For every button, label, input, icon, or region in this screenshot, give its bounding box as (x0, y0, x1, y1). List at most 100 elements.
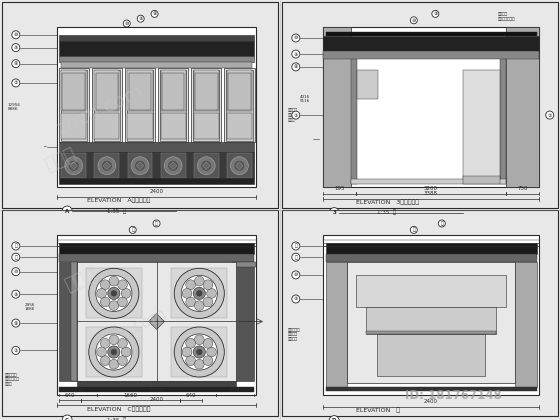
Text: ⑨: ⑨ (293, 297, 298, 302)
Text: ⑦: ⑦ (293, 113, 298, 118)
Text: C: C (65, 417, 69, 420)
Circle shape (182, 347, 192, 357)
Text: ⑪: ⑪ (15, 255, 17, 260)
Text: ID: 181767148: ID: 181767148 (405, 389, 502, 402)
Text: ⑩: ⑩ (13, 269, 18, 274)
Bar (171, 268, 227, 318)
Bar (59, 243, 254, 254)
Text: ⑫: ⑫ (295, 244, 297, 249)
Bar (323, 51, 539, 59)
Circle shape (131, 157, 149, 175)
Text: 12956
8886: 12956 8886 (7, 103, 21, 111)
Text: 1660: 1660 (124, 393, 138, 398)
Text: ⑩: ⑩ (293, 273, 298, 277)
Circle shape (292, 271, 300, 279)
Circle shape (109, 301, 119, 310)
Circle shape (12, 242, 20, 250)
Circle shape (432, 10, 439, 17)
Circle shape (109, 335, 119, 345)
Circle shape (194, 360, 204, 369)
Bar (228, 73, 251, 110)
Text: ⑨: ⑨ (293, 52, 298, 57)
Text: ⑦: ⑦ (548, 113, 552, 118)
Bar (59, 68, 89, 142)
Circle shape (121, 289, 131, 298)
Text: 1:35  比: 1:35 比 (107, 417, 126, 420)
Bar (323, 27, 351, 187)
Bar (86, 268, 142, 318)
Bar (62, 153, 86, 178)
Polygon shape (169, 162, 177, 169)
Text: 2400: 2400 (150, 397, 164, 402)
Bar (351, 179, 506, 184)
Bar (61, 113, 86, 139)
Text: 知束网: 知束网 (41, 145, 78, 175)
Text: 2956
1886: 2956 1886 (25, 303, 35, 311)
Text: 图纸说明：
材质参见
清单对照: 图纸说明： 材质参见 清单对照 (287, 328, 300, 341)
Text: ⑨: ⑨ (433, 11, 437, 16)
Text: ⑨: ⑨ (13, 45, 18, 50)
Bar (366, 331, 496, 334)
Bar (325, 254, 536, 262)
Text: 知束: 知束 (440, 341, 483, 375)
Circle shape (197, 157, 215, 175)
Polygon shape (148, 314, 165, 329)
Text: ⑩: ⑩ (124, 21, 129, 26)
Text: ⑫: ⑫ (15, 244, 17, 249)
Circle shape (197, 291, 202, 296)
Bar (59, 152, 254, 178)
Circle shape (438, 220, 445, 227)
Circle shape (98, 157, 116, 175)
Circle shape (12, 31, 20, 39)
Circle shape (129, 226, 136, 234)
Bar (366, 307, 496, 334)
Circle shape (410, 226, 417, 234)
Bar (463, 176, 500, 184)
Circle shape (292, 34, 300, 42)
Text: ─: ─ (43, 145, 45, 149)
Text: 640: 640 (186, 393, 197, 398)
Bar (2, 2, 278, 208)
Text: ⑪: ⑪ (155, 221, 158, 226)
Circle shape (329, 416, 339, 420)
Bar (325, 262, 347, 387)
Text: znzn.com: znzn.com (90, 305, 170, 355)
Text: 1:35  比: 1:35 比 (107, 208, 126, 214)
Text: 2400: 2400 (424, 399, 438, 404)
Bar (224, 68, 255, 142)
Circle shape (65, 157, 83, 175)
Circle shape (193, 346, 206, 358)
Polygon shape (236, 162, 243, 169)
Bar (347, 262, 515, 383)
Bar (282, 210, 558, 416)
Circle shape (194, 276, 204, 286)
Bar (92, 68, 122, 142)
Bar (94, 70, 119, 111)
Circle shape (194, 335, 204, 345)
Text: A: A (65, 209, 69, 213)
Bar (158, 68, 188, 142)
Bar (515, 262, 536, 387)
Text: ⑦: ⑦ (13, 81, 18, 85)
Text: ⑪: ⑪ (295, 255, 297, 260)
Circle shape (174, 327, 225, 377)
Circle shape (12, 253, 20, 261)
Circle shape (203, 356, 213, 365)
Circle shape (193, 287, 206, 299)
Circle shape (12, 319, 20, 327)
Circle shape (292, 111, 300, 119)
Circle shape (292, 295, 300, 303)
Circle shape (201, 160, 212, 171)
Circle shape (181, 334, 217, 370)
Circle shape (97, 289, 106, 298)
Bar (77, 262, 236, 381)
Bar (61, 70, 86, 111)
Circle shape (207, 289, 216, 298)
Bar (57, 27, 256, 187)
Text: 750: 750 (517, 186, 528, 191)
Circle shape (186, 339, 195, 348)
Bar (377, 334, 485, 376)
Circle shape (62, 415, 72, 420)
Bar (129, 73, 151, 110)
Text: 平面立面
材质图集对照表: 平面立面 材质图集对照表 (497, 12, 515, 21)
